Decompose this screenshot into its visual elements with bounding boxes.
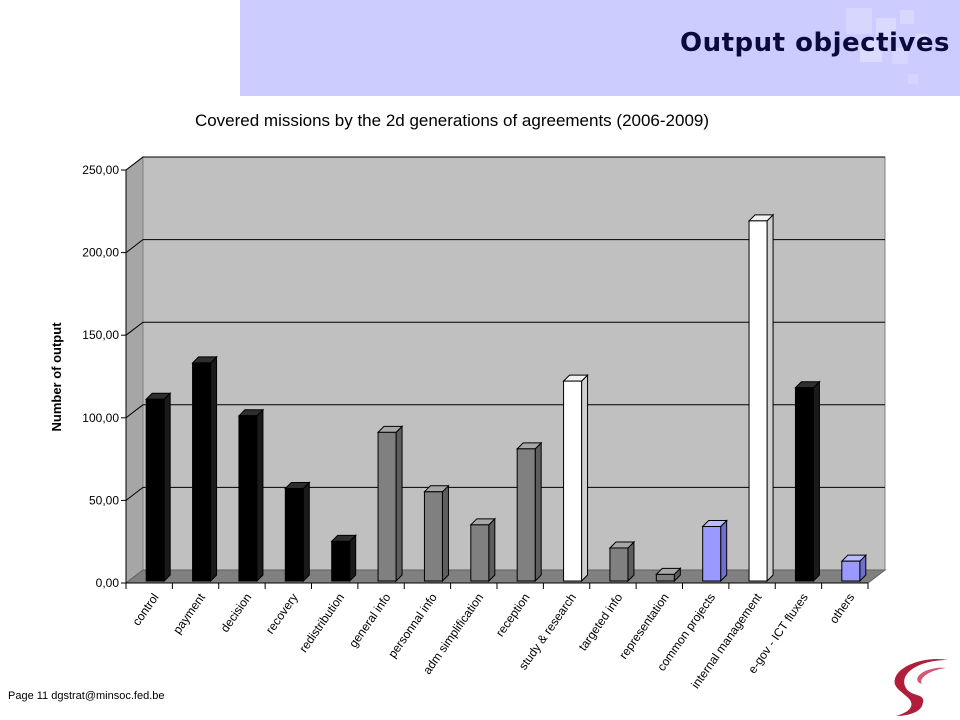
plot-side-wall: [125, 155, 144, 585]
y-tick-label: 0,00: [96, 576, 120, 590]
x-tick-label: personnal info: [385, 590, 440, 660]
bar-side: [581, 373, 589, 583]
bar-side: [627, 540, 635, 583]
y-tick-label: 200,00: [82, 246, 119, 260]
bar-side: [302, 481, 310, 583]
bar: [655, 573, 675, 582]
gridline: [125, 486, 885, 501]
bar: [609, 547, 629, 582]
bar: [145, 398, 165, 582]
bar: [192, 362, 212, 582]
slide-title: Output objectives: [680, 28, 950, 58]
x-tick-label: general info: [346, 590, 394, 650]
x-tick-label: decision: [218, 591, 255, 635]
bar-side: [720, 519, 728, 583]
gridline: [125, 239, 885, 253]
gridline: [125, 156, 885, 171]
x-tick-label: reception: [493, 591, 533, 639]
bar: [794, 387, 814, 582]
gridline: [125, 321, 885, 336]
bar-side: [163, 392, 171, 583]
bar-side: [488, 517, 496, 583]
bar: [377, 431, 397, 582]
bar-chart: Covered missions by the 2d generations o…: [49, 111, 887, 690]
bar: [516, 448, 536, 582]
x-tick-label: targeted info: [576, 590, 626, 653]
bar: [563, 380, 583, 582]
x-tick-label: control: [130, 591, 162, 629]
bar-side: [349, 534, 357, 583]
chart-title: Covered missions by the 2d generations o…: [195, 111, 709, 130]
org-logo: [894, 658, 948, 716]
x-tick-label: redistribution: [296, 591, 347, 655]
bar: [841, 560, 861, 582]
bar: [748, 220, 768, 582]
footer-page-info: Page 11 dgstrat@minsoc.fed.be: [8, 690, 165, 702]
bar-side: [812, 380, 820, 583]
y-tick-label: 150,00: [82, 328, 119, 342]
bar-side: [395, 425, 403, 583]
x-tick-label: others: [827, 591, 858, 626]
x-tick-label: recovery: [263, 591, 301, 637]
bar: [331, 540, 351, 582]
bar: [238, 415, 258, 582]
bar-side: [766, 213, 774, 583]
bar: [284, 487, 304, 582]
bar: [470, 524, 490, 582]
x-tick-label: payment: [170, 590, 208, 636]
bar: [423, 491, 443, 582]
bar-side: [256, 408, 264, 583]
y-tick-label: 250,00: [82, 163, 119, 177]
y-tick-label: 50,00: [89, 493, 119, 507]
header-decoration: [846, 8, 928, 84]
y-tick-label: 100,00: [82, 411, 119, 425]
y-axis-label: Number of output: [49, 322, 64, 432]
bar-side: [210, 355, 218, 583]
bar-side: [441, 484, 449, 583]
bar: [702, 525, 722, 582]
bar-side: [534, 441, 542, 583]
header-band: Output objectives: [240, 0, 960, 96]
gridline: [125, 404, 885, 419]
